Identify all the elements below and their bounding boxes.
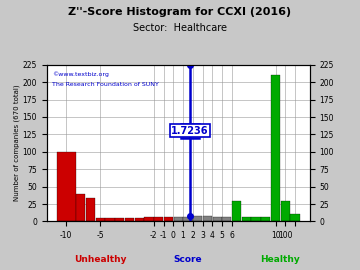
Bar [174,217,183,221]
Bar [222,217,231,221]
Bar [86,198,95,221]
Bar [281,201,290,221]
Bar [193,216,202,221]
Text: Sector:  Healthcare: Sector: Healthcare [133,23,227,33]
Y-axis label: Number of companies (670 total): Number of companies (670 total) [13,85,20,201]
Bar [271,75,280,221]
Bar [291,214,300,221]
Text: Healthy: Healthy [261,255,300,264]
Bar [242,217,251,221]
Text: ©www.textbiz.org: ©www.textbiz.org [52,72,109,77]
Bar [57,152,76,221]
Bar [212,217,222,221]
Bar [183,217,193,221]
Bar [96,218,105,221]
Bar [164,217,173,221]
Text: 1.7236: 1.7236 [171,126,209,136]
Bar [115,218,125,221]
Bar [261,217,270,221]
Bar [203,216,212,221]
Text: Z''-Score Histogram for CCXI (2016): Z''-Score Histogram for CCXI (2016) [68,7,292,17]
Bar [232,201,241,221]
Bar [154,217,163,221]
Text: Score: Score [174,255,202,264]
Text: Unhealthy: Unhealthy [74,255,127,264]
Bar [135,218,144,221]
Bar [251,217,261,221]
Bar [144,217,154,221]
Bar [76,194,85,221]
Bar [125,218,134,221]
Text: The Research Foundation of SUNY: The Research Foundation of SUNY [52,82,158,87]
Bar [105,218,115,221]
